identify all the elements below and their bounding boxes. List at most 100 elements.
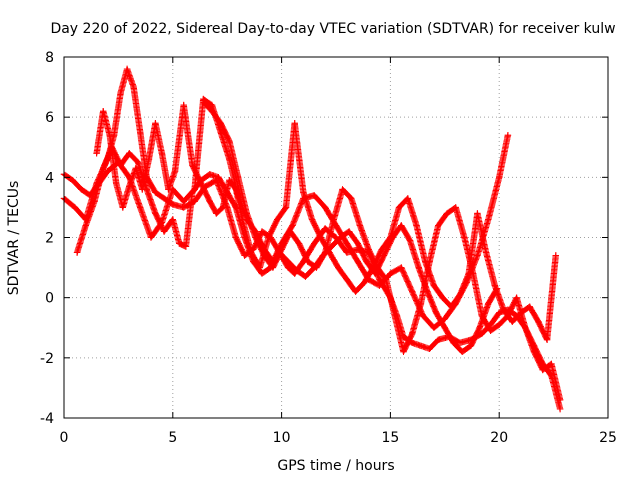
data-point — [348, 195, 355, 202]
x-tick-label: 25 — [599, 430, 617, 446]
data-point — [526, 303, 533, 310]
data-point — [226, 156, 233, 163]
data-point — [86, 192, 94, 199]
axis-ticks: 0 5 10 15 20 25 -4 -2 0 2 4 6 8 — [40, 50, 617, 446]
data-point — [226, 177, 233, 184]
data-point — [119, 204, 126, 211]
data-point — [413, 222, 420, 229]
data-point — [252, 234, 259, 241]
data-point — [261, 252, 268, 259]
data-point — [500, 306, 507, 313]
data-point — [82, 222, 89, 229]
data-point — [382, 276, 390, 283]
data-point — [435, 222, 442, 229]
data-point — [215, 174, 222, 181]
data-point — [176, 240, 183, 247]
data-point — [491, 282, 498, 289]
data-point — [284, 264, 292, 271]
data-point — [387, 234, 394, 241]
data-point — [113, 180, 120, 187]
data-point — [435, 336, 442, 343]
data-point — [293, 267, 300, 274]
data-point — [376, 282, 383, 289]
data-point — [461, 234, 468, 241]
data-point — [343, 240, 351, 247]
data-point — [345, 228, 353, 235]
data-point — [130, 83, 137, 91]
data-point — [200, 98, 207, 106]
x-axis-label: GPS time / hours — [277, 458, 394, 474]
data-point — [354, 258, 361, 265]
data-point — [400, 348, 407, 355]
data-point — [474, 252, 481, 259]
data-point — [548, 360, 555, 368]
x-tick-label: 15 — [381, 430, 399, 446]
data-point — [117, 89, 124, 97]
data-point — [311, 240, 318, 247]
data-point — [282, 204, 290, 211]
data-point — [289, 222, 296, 229]
data-point — [139, 186, 146, 193]
data-point — [137, 204, 144, 211]
data-point — [485, 216, 492, 223]
data-point — [469, 270, 477, 277]
y-tick-label: 0 — [45, 291, 54, 307]
data-point — [243, 210, 250, 217]
data-point — [152, 120, 159, 127]
data-point — [441, 315, 448, 322]
data-point — [295, 240, 303, 247]
data-point — [311, 192, 318, 199]
data-point — [513, 294, 520, 301]
data-point — [152, 210, 159, 217]
data-point — [73, 249, 81, 256]
x-tick-label: 5 — [168, 430, 177, 446]
data-point — [406, 237, 414, 244]
data-point — [328, 243, 335, 250]
chart-title: Day 220 of 2022, Sidereal Day-to-day VTE… — [50, 21, 615, 37]
y-tick-label: 2 — [45, 231, 54, 247]
data-point — [339, 186, 346, 193]
data-point — [147, 234, 155, 241]
data-point — [287, 228, 294, 235]
data-point — [317, 234, 324, 241]
data-point — [171, 168, 179, 175]
data-point — [404, 195, 411, 202]
data-point — [206, 171, 213, 178]
data-point — [269, 264, 277, 271]
x-tick-label: 0 — [60, 430, 69, 446]
data-point — [137, 129, 144, 136]
data-point — [71, 204, 79, 211]
data-point — [417, 342, 425, 349]
data-point — [126, 183, 133, 190]
data-point — [376, 276, 383, 283]
data-point — [441, 324, 448, 331]
data-point — [321, 204, 329, 211]
data-point — [213, 210, 220, 217]
data-point — [522, 324, 529, 331]
data-point — [160, 195, 168, 202]
data-point — [426, 258, 433, 265]
data-point — [361, 279, 368, 286]
data-point — [291, 120, 298, 127]
data-point — [158, 150, 166, 157]
data-point — [398, 264, 405, 271]
data-point — [165, 186, 172, 193]
data-point — [180, 101, 187, 109]
data-point — [530, 348, 538, 355]
data-point — [456, 291, 464, 298]
data-point — [134, 159, 142, 166]
data-point — [387, 270, 394, 277]
data-point — [145, 156, 153, 163]
data-point — [256, 264, 263, 271]
data-point — [304, 258, 311, 265]
data-point — [409, 330, 416, 337]
data-point — [337, 234, 344, 241]
data-point — [535, 318, 542, 325]
data-point — [419, 312, 427, 319]
data-point — [504, 132, 512, 139]
data-point — [378, 246, 385, 253]
data-point — [123, 65, 131, 73]
data-point — [91, 198, 98, 205]
data-point — [241, 252, 248, 259]
data-point — [409, 339, 416, 346]
